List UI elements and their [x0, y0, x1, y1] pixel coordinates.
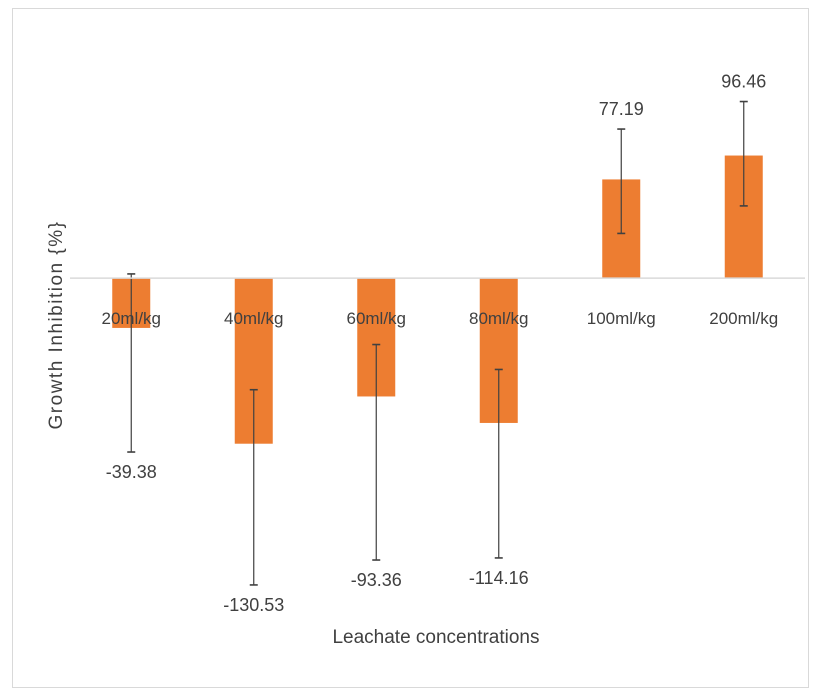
chart-frame	[12, 8, 809, 688]
data-label-60ml/kg: -93.36	[351, 570, 402, 590]
x-tick-label-80ml/kg: 80ml/kg	[469, 309, 529, 328]
x-tick-label-200ml/kg: 200ml/kg	[709, 309, 778, 328]
data-label-40ml/kg: -130.53	[223, 595, 284, 615]
data-label-100ml/kg: 77.19	[599, 99, 644, 119]
x-tick-labels: 20ml/kg 40ml/kg 60ml/kg 80ml/kg 100ml/kg 200m…	[101, 309, 778, 328]
bars-layer	[112, 155, 763, 444]
x-tick-label-60ml/kg: 60ml/kg	[346, 309, 406, 328]
data-label-20ml/kg: -39.38	[106, 462, 157, 482]
data-label-80ml/kg: -114.16	[469, 568, 529, 588]
x-tick-label-40ml/kg: 40ml/kg	[224, 309, 284, 328]
data-labels: -39.38 -130.53 -93.36 -114.16 77.19 96.46	[106, 72, 767, 615]
x-axis-title: Leachate concentrations	[332, 627, 539, 648]
x-tick-label-20ml/kg: 20ml/kg	[101, 309, 161, 328]
x-tick-label-100ml/kg: 100ml/kg	[587, 309, 656, 328]
data-label-200ml/kg: 96.46	[721, 72, 766, 92]
y-axis-title: Growth Inhibition {%}	[46, 221, 67, 430]
error-bars-layer	[127, 100, 748, 586]
